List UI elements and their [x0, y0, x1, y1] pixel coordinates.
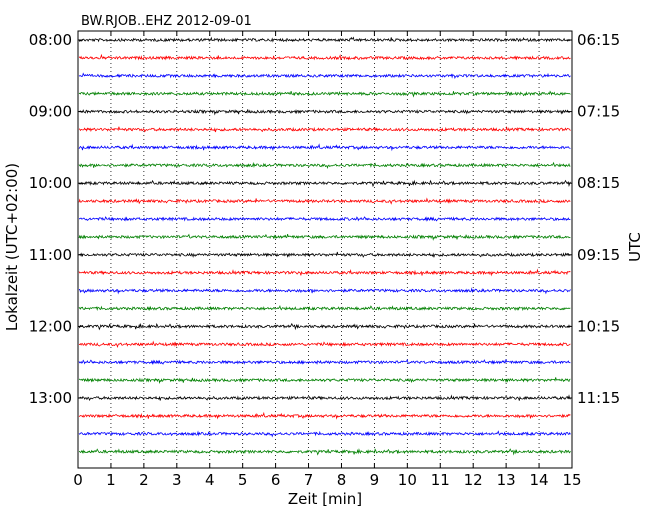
plot-frame	[77, 30, 573, 469]
x-tick-label: 4	[205, 471, 215, 489]
x-tick-label: 15	[562, 471, 581, 489]
trace-1045	[78, 233, 571, 241]
x-tick-label: 5	[238, 471, 248, 489]
y-tick-label-left: 09:00	[29, 103, 72, 121]
y-tick-label-right: 07:15	[577, 103, 620, 121]
tick-layer: 0 1 2 3 4 5 6 7 8 9 10 11 12 13 14 1508:0009:0010:0011:…	[29, 31, 620, 489]
trace-1015	[78, 197, 571, 205]
y-axis-label-right: UTC	[626, 232, 644, 262]
trace-1300	[78, 394, 571, 402]
trace-1315	[78, 411, 571, 420]
y-tick-label-right: 06:15	[577, 31, 620, 49]
x-tick-label: 13	[497, 471, 516, 489]
trace-1145	[78, 304, 571, 312]
grid-layer	[110, 31, 540, 468]
trace-0900	[78, 108, 571, 116]
y-tick-label-right: 11:15	[577, 389, 620, 407]
x-tick-label: 14	[530, 471, 549, 489]
y-tick-label-left: 13:00	[29, 389, 72, 407]
y-tick-label-right: 09:15	[577, 246, 620, 264]
trace-0845	[78, 90, 571, 98]
trace-1245	[78, 377, 571, 385]
trace-0800	[78, 36, 571, 43]
x-tick-label: 2	[139, 471, 149, 489]
y-tick-label-right: 08:15	[577, 174, 620, 192]
trace-0915	[78, 125, 571, 133]
x-tick-label: 8	[337, 471, 347, 489]
x-tick-label: 3	[172, 471, 182, 489]
trace-1345	[79, 448, 571, 456]
trace-1330	[78, 430, 571, 438]
y-tick-label-left: 08:00	[29, 31, 72, 49]
trace-0945	[78, 161, 571, 170]
x-axis-label: Zeit [min]	[288, 490, 362, 508]
x-tick-label: 6	[271, 471, 281, 489]
chart-title: BW.RJOB..EHZ 2012-09-01	[81, 14, 252, 29]
trace-1115	[78, 268, 571, 277]
x-tick-label: 12	[464, 471, 483, 489]
y-tick-label-left: 10:00	[29, 174, 72, 192]
y-tick-label-right: 10:15	[577, 317, 620, 335]
x-tick-label: 0	[73, 471, 83, 489]
trace-1030	[78, 216, 571, 222]
x-tick-label: 9	[370, 471, 380, 489]
y-tick-label-left: 12:00	[29, 317, 72, 335]
trace-0830	[78, 72, 571, 79]
trace-1100	[78, 251, 571, 258]
y-tick-label-left: 11:00	[29, 246, 72, 264]
trace-1130	[78, 287, 571, 295]
trace-1215	[78, 340, 571, 349]
x-tick-label: 1	[106, 471, 116, 489]
x-tick-label: 10	[398, 471, 417, 489]
trace-0815	[78, 53, 571, 61]
x-tick-label: 7	[304, 471, 314, 489]
trace-1230	[78, 358, 571, 365]
x-tick-label: 11	[431, 471, 450, 489]
trace-1200	[78, 322, 571, 331]
y-axis-label-left: Lokalzeit (UTC+02:00)	[3, 163, 21, 331]
trace-layer	[78, 36, 571, 456]
trace-0930	[78, 143, 571, 152]
trace-1000	[79, 179, 571, 188]
